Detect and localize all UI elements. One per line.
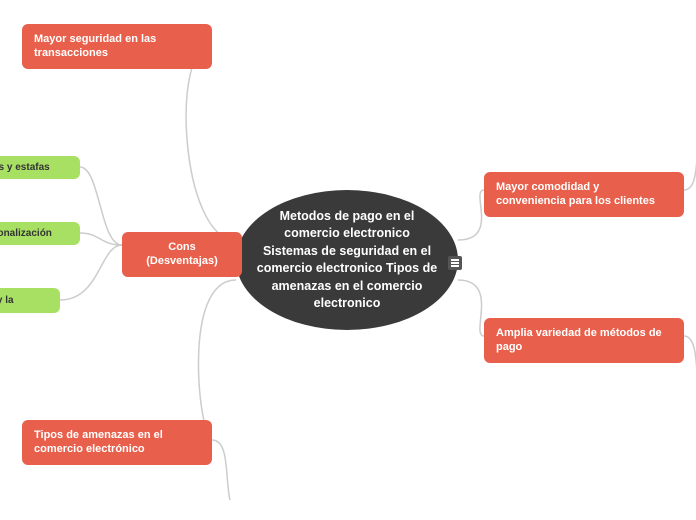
- node-cons[interactable]: Cons (Desventajas): [122, 232, 242, 277]
- node-fraudes[interactable]: fraudes y estafas: [0, 156, 80, 179]
- node-comodidad[interactable]: Mayor comodidad y conveniencia para los …: [484, 172, 684, 217]
- node-amenazas[interactable]: Tipos de amenazas en el comercio electró…: [22, 420, 212, 465]
- node-vidad[interactable]: vidad y la: [0, 288, 60, 313]
- node-seguridad[interactable]: Mayor seguridad en las transacciones: [22, 24, 212, 69]
- note-icon[interactable]: [448, 256, 462, 270]
- node-variedad[interactable]: Amplia variedad de métodos de pago: [484, 318, 684, 363]
- central-node[interactable]: Metodos de pago en el comercio electroni…: [236, 190, 458, 330]
- node-personalizacion[interactable]: y personalización: [0, 222, 80, 245]
- central-text: Metodos de pago en el comercio electroni…: [256, 208, 438, 313]
